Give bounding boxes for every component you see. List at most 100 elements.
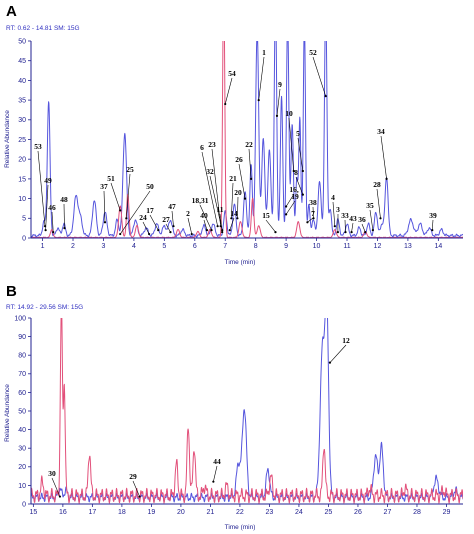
a-peak-label: 16,: [289, 185, 299, 194]
a-peak-label: 6: [200, 143, 204, 152]
b-peak-marker: [138, 495, 141, 498]
b-peak-marker: [212, 480, 215, 483]
a-x-tick-label: 8: [254, 243, 258, 250]
a-peak-label: 11: [216, 205, 223, 214]
a-peak-leader-line: [332, 201, 336, 227]
a-peak-label: 39: [429, 211, 437, 220]
a-peak-marker: [119, 209, 122, 212]
b-x-tick-label: 16: [59, 509, 67, 516]
a-y-tick-label: 40: [18, 78, 26, 85]
a-y-tick-label: 25: [18, 137, 26, 144]
a-peak-leader-line: [149, 214, 159, 231]
b-series-group: [31, 318, 463, 504]
panel-b-header: RT: 14.92 - 29.56 SM: 15G: [6, 304, 83, 311]
b-x-tick-label: 23: [266, 509, 274, 516]
a-peak-label: 33: [341, 211, 349, 220]
a-peak-marker: [301, 169, 304, 173]
a-peak-leader-line: [110, 182, 121, 211]
a-series-group: [31, 41, 463, 238]
a-peak-marker: [312, 217, 315, 220]
a-peak-leader-line: [199, 204, 212, 231]
a-peak-marker: [344, 230, 347, 234]
a-peak-marker: [103, 221, 107, 224]
a-peak-leader-line: [258, 56, 265, 101]
a-y-tick-label: 45: [18, 58, 26, 65]
a-y-tick-label: 10: [18, 196, 26, 203]
b-peak-label: 44: [213, 457, 221, 466]
a-peak-label: 3: [336, 205, 340, 214]
b-peak-leader-line: [132, 480, 140, 497]
a-peak-marker: [172, 225, 175, 228]
b-x-tick-label: 24: [295, 509, 303, 516]
b-x-tick-label: 25: [325, 509, 333, 516]
a-y-tick-label: 0: [22, 235, 26, 242]
b-x-tick-label: 17: [88, 509, 96, 516]
a-peak-label: 14: [230, 209, 238, 218]
b-x-tick-label: 18: [118, 509, 126, 516]
b-x-tick-label: 27: [384, 509, 392, 516]
b-y-tick-label: 50: [18, 408, 26, 415]
b-y-tick-label: 10: [18, 483, 26, 490]
panel-b: B RT: 14.92 - 29.56 SM: 15G Time (min) R…: [4, 283, 463, 531]
b-x-tick-label: 21: [207, 509, 215, 516]
b-y-tick-label: 100: [14, 315, 26, 322]
a-peak-leader-line: [297, 137, 304, 172]
a-peak-leader-line: [351, 222, 354, 233]
a-y-tick-label: 30: [18, 117, 26, 124]
a-x-tick-label: 13: [404, 243, 412, 250]
a-peak-label: 22: [245, 140, 253, 149]
a-peak-label: 34: [377, 127, 385, 136]
a-peak-leader-line: [224, 77, 233, 105]
a-peak-marker: [306, 221, 309, 224]
a-peak-leader-line: [376, 188, 381, 219]
a-peak-label: 17: [146, 206, 154, 215]
a-peak-leader-line: [288, 117, 295, 172]
a-peak-leader-line: [125, 173, 131, 219]
a-peak-label: 7: [311, 209, 315, 218]
a-peak-label: 19: [291, 192, 299, 201]
a-peak-marker: [230, 217, 233, 220]
a-peak-label: 47: [168, 202, 176, 211]
b-series-pink-trace: [31, 318, 463, 504]
a-peak-label: 18,31: [192, 196, 209, 205]
b-y-tick-label: 0: [22, 501, 26, 508]
a-peak-label: 28: [373, 180, 381, 189]
a-peak-leader-line: [312, 56, 326, 97]
a-peak-label: 40: [200, 211, 208, 220]
a-x-tick-label: 14: [434, 243, 442, 250]
a-peak-marker: [224, 102, 227, 106]
b-peak-label: 12: [342, 336, 350, 345]
a-peak-label: 54: [228, 69, 236, 78]
a-peak-label: 1: [262, 48, 266, 57]
a-x-tick-label: 6: [193, 243, 197, 250]
a-peak-marker: [324, 95, 327, 98]
a-peak-label: 46: [48, 203, 56, 212]
a-peak-marker: [44, 229, 47, 232]
a-peak-label: 37: [100, 182, 108, 191]
a-peak-label: 10: [285, 109, 293, 118]
b-y-tick-label: 70: [18, 371, 26, 378]
a-peak-label: 43: [349, 214, 357, 223]
a-peak-label: 51: [107, 174, 115, 183]
a-peak-leader-line: [37, 150, 46, 227]
a-peak-marker: [292, 169, 295, 173]
a-peak-label: 24: [139, 213, 147, 222]
a-series-blue-trace: [31, 41, 463, 238]
a-peak-marker: [63, 227, 66, 230]
b-x-tick-label: 20: [177, 509, 185, 516]
a-peak-leader-line: [45, 184, 49, 231]
a-x-tick-label: 5: [162, 243, 166, 250]
panel-b-y-axis-label: Relative Abundance: [4, 384, 11, 442]
a-y-tick-label: 35: [18, 98, 26, 105]
a-peak-label: 48: [60, 195, 68, 204]
b-peak-label: 30: [48, 469, 56, 478]
a-peak-marker: [257, 99, 260, 102]
a-peak-marker: [385, 177, 388, 180]
panel-a-letter: A: [6, 3, 17, 20]
b-peak-leader-line: [213, 465, 218, 482]
a-peak-marker: [125, 217, 128, 220]
a-peak-label: 25: [126, 165, 134, 174]
a-peak-marker: [205, 229, 209, 232]
b-x-tick-label: 29: [443, 509, 451, 516]
a-peak-label: 52: [309, 48, 317, 57]
